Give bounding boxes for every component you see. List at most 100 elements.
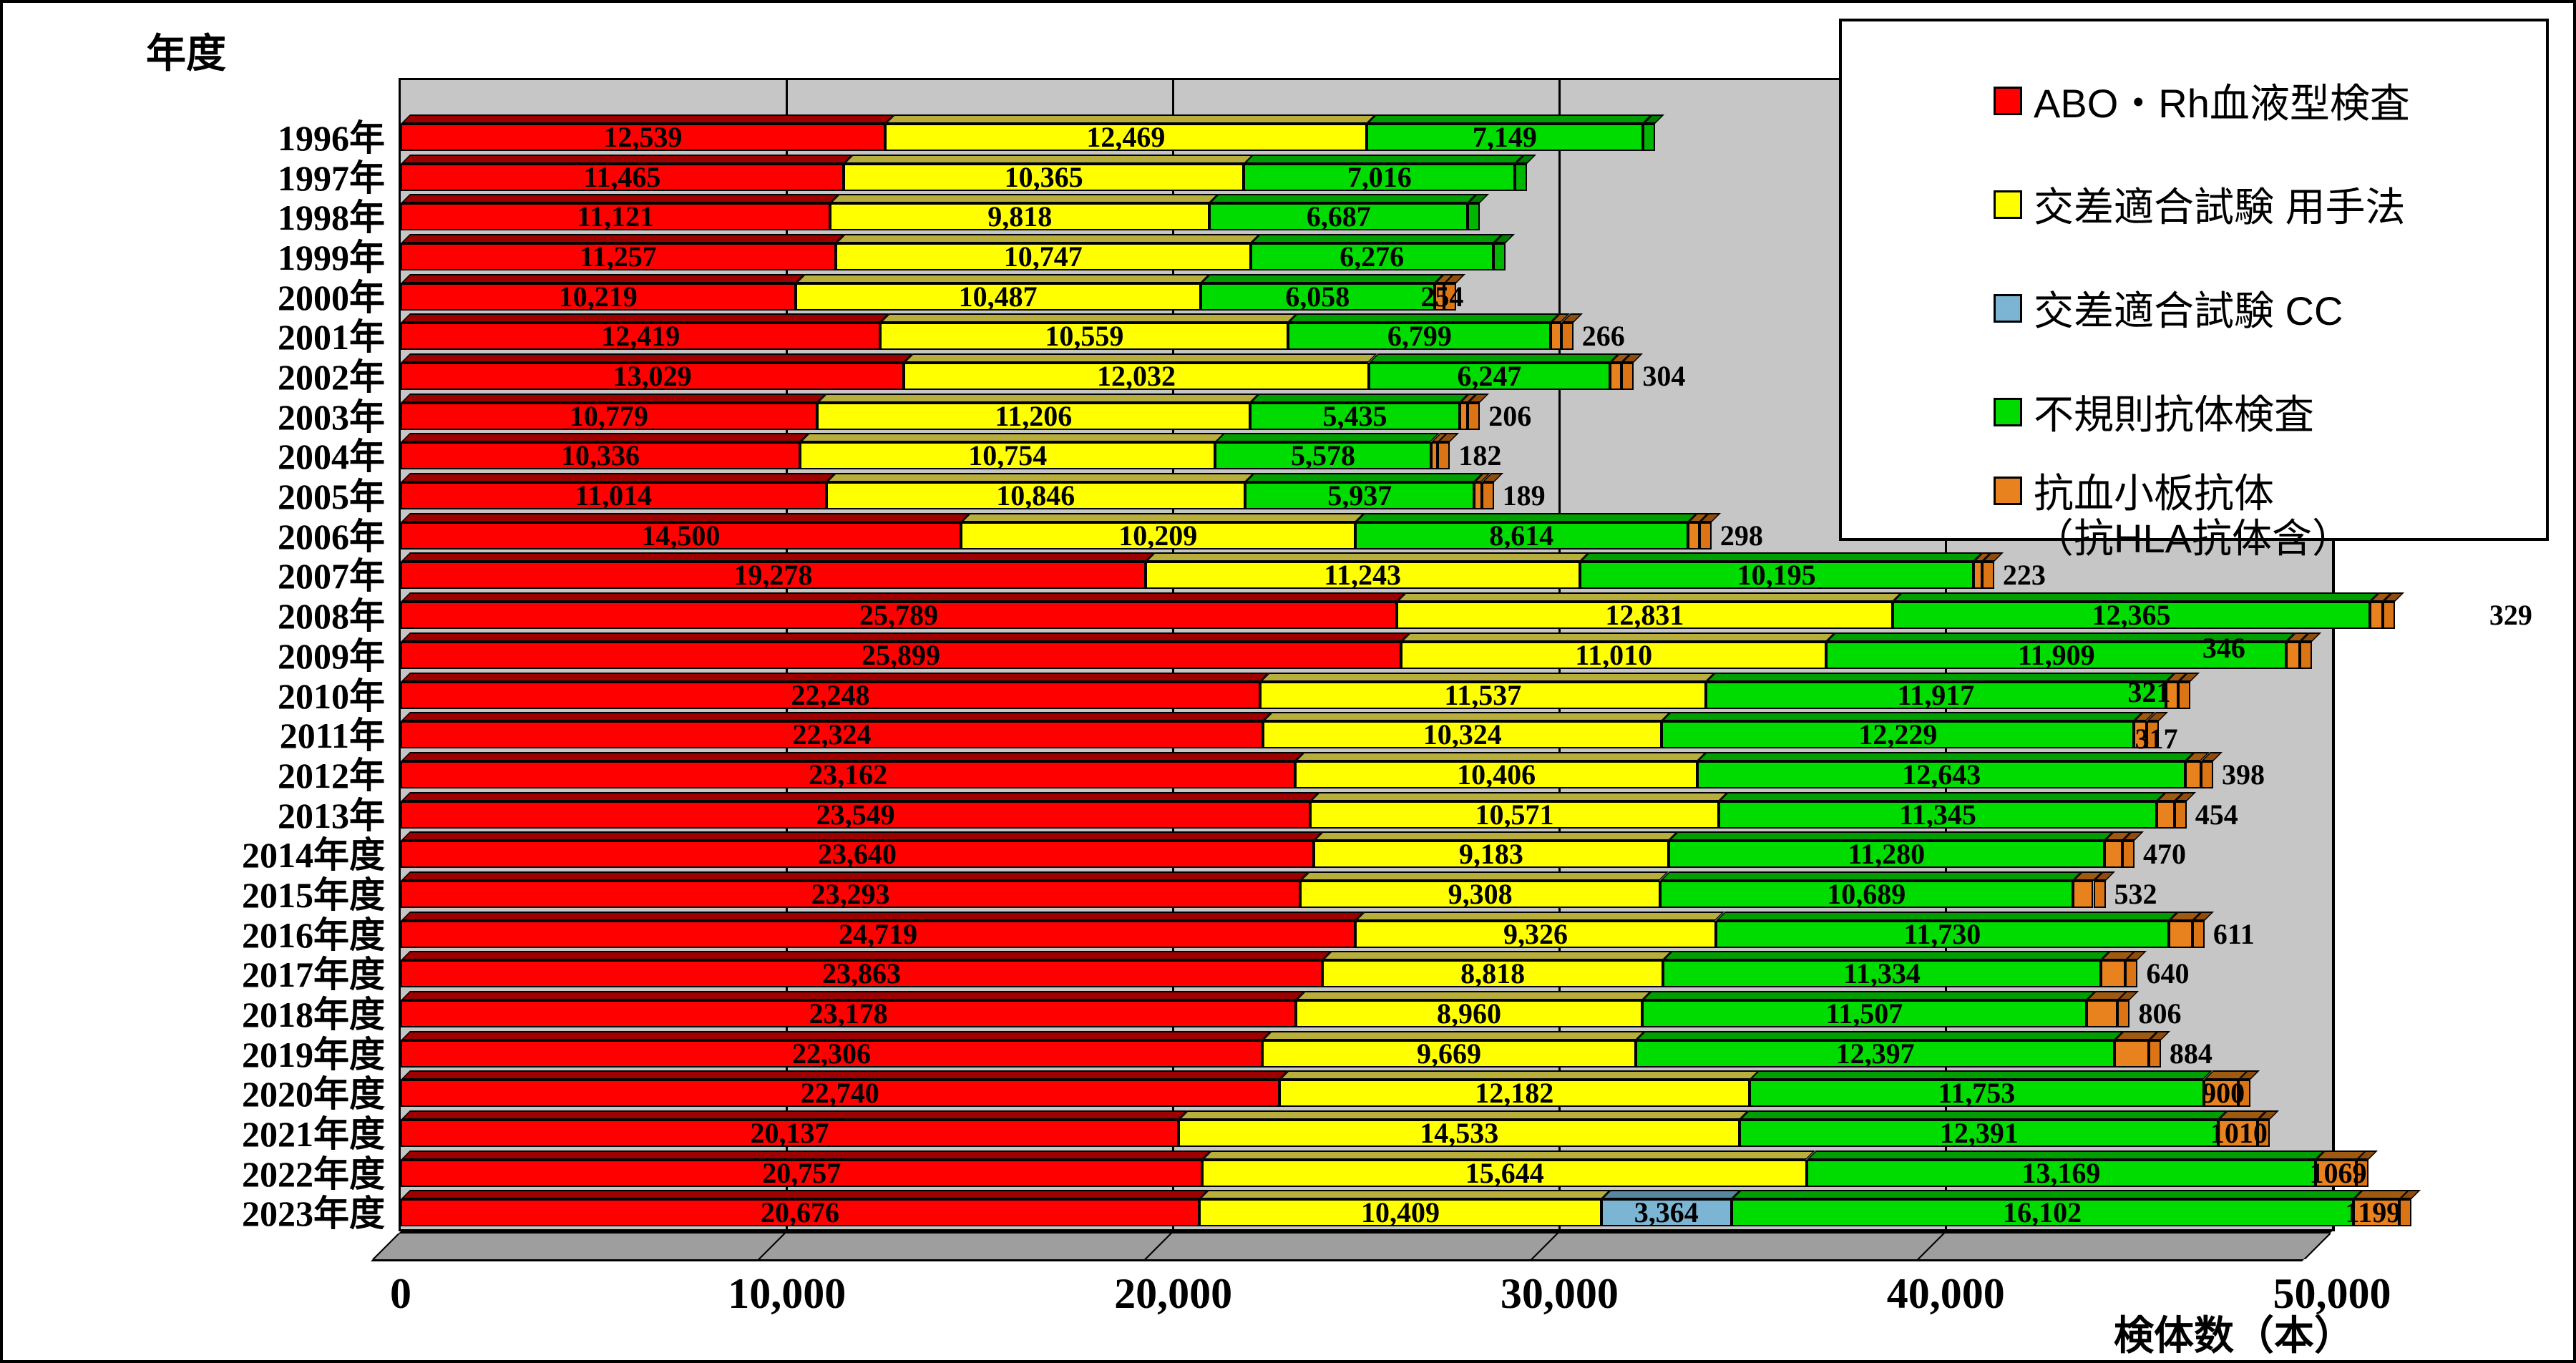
bar-segment-manual xyxy=(904,363,1369,391)
bar-value-label: 10,846 xyxy=(996,479,1075,512)
bar-value-label: 9,818 xyxy=(987,200,1053,233)
bar-segment-manual xyxy=(1397,602,1893,630)
bar-end-cap xyxy=(1642,124,1655,151)
bar-value-label: 12,643 xyxy=(1902,758,1981,791)
bar-value-label: 11,345 xyxy=(1899,798,1976,831)
y-axis-label: 2013年 xyxy=(278,795,385,836)
bar-segment-irregular xyxy=(1636,1040,2115,1068)
bar-segment-platelet xyxy=(2072,880,2094,908)
bar-segment-abo xyxy=(401,562,1146,590)
legend-swatch-cc xyxy=(1994,293,2022,323)
bar-end-cap xyxy=(2093,880,2106,908)
bar-value-label: 11,010 xyxy=(1575,638,1653,671)
y-axis-label: 2014年度 xyxy=(242,835,385,876)
bar-segment-abo xyxy=(401,1000,1297,1027)
bar-value-label: 11,537 xyxy=(1444,678,1522,711)
bar-end-cap xyxy=(1699,522,1712,549)
bar-value-label: 10,365 xyxy=(1004,160,1083,193)
bar-segment-platelet xyxy=(2203,1080,2239,1108)
bar-segment-manual xyxy=(795,283,1201,311)
bar-end-cap xyxy=(2257,1120,2270,1147)
bar-segment-irregular xyxy=(1245,482,1475,510)
bar-segment-abo xyxy=(401,841,1314,869)
y-axis-label: 2020年度 xyxy=(242,1074,385,1115)
bar-value-label: 23,640 xyxy=(818,838,897,871)
bar-value-label: 23,293 xyxy=(811,877,890,910)
bar-end-cap xyxy=(1438,442,1450,470)
bar-value-label: 10,219 xyxy=(558,280,638,313)
y-axis-label: 2000年 xyxy=(278,277,385,318)
y-axis-label: 2001年 xyxy=(278,317,385,358)
bar-segment-irregular xyxy=(1826,641,2287,669)
bar-value-label: 22,306 xyxy=(792,1037,872,1070)
bar-value-label: 10,754 xyxy=(968,439,1048,472)
legend-label: 抗血小板抗体 xyxy=(2034,471,2274,516)
bar-segment-abo xyxy=(401,442,800,470)
bar-segment-manual xyxy=(1310,801,1719,829)
bar-value-label: 14,500 xyxy=(641,519,721,552)
bar-segment-irregular xyxy=(1740,1120,2219,1147)
bar-segment-irregular xyxy=(1249,402,1460,430)
bar-value-label: 12,365 xyxy=(2092,599,2171,632)
y-axis-label: 2023年度 xyxy=(242,1193,385,1234)
bar-segment-irregular xyxy=(1718,801,2157,829)
bar-value-label-outside: 182 xyxy=(1458,439,1502,472)
bar-segment-irregular xyxy=(1200,283,1435,311)
y-axis-label: 1996年 xyxy=(278,118,385,158)
bar-segment-platelet xyxy=(2353,1199,2400,1227)
bar-value-label: 12,419 xyxy=(601,320,680,353)
bar-segment-irregular xyxy=(1215,442,1431,470)
y-axis-label: 2015年度 xyxy=(242,874,385,915)
bar-value-label: 10,409 xyxy=(1361,1196,1440,1229)
bar-segment-irregular xyxy=(1892,602,2371,630)
bar-end-cap xyxy=(2382,602,2395,630)
bar-segment-platelet xyxy=(2218,1120,2258,1147)
bar-value-label: 9,183 xyxy=(1458,838,1523,871)
bar-value-label: 23,863 xyxy=(822,957,902,990)
bar-value-label-outside: 1199 xyxy=(2345,1196,2401,1229)
bar-value-label: 11,243 xyxy=(1324,559,1401,592)
bar-segment-abo xyxy=(401,243,836,271)
bar-value-label-outside: 900 xyxy=(2202,1077,2245,1110)
bar-segment-irregular xyxy=(1250,243,1493,271)
bar-segment-platelet xyxy=(1430,442,1438,470)
bar-value-label: 12,539 xyxy=(603,121,683,153)
bar-segment-abo xyxy=(401,761,1296,788)
bar-segment-manual xyxy=(884,124,1367,151)
bar-segment-manual xyxy=(799,442,1216,470)
y-axis-label: 2010年 xyxy=(278,675,385,716)
bar-end-cap xyxy=(1515,163,1528,191)
y-axis-title: 年度 xyxy=(146,31,226,76)
bar-segment-irregular xyxy=(1366,124,1643,151)
bar-value-label: 6,058 xyxy=(1285,280,1350,313)
legend-label: 不規則抗体検査 xyxy=(2034,392,2314,437)
bar-segment-abo xyxy=(401,681,1260,709)
bar-value-label: 23,162 xyxy=(809,758,888,791)
bar-value-label: 22,324 xyxy=(792,718,872,751)
bar-segment-manual xyxy=(1322,960,1664,988)
x-axis-tick-label: 0 xyxy=(390,1270,411,1317)
bar-segment-manual xyxy=(830,203,1210,231)
bar-value-label: 25,789 xyxy=(859,599,939,632)
legend-label-line2: （抗HLA抗体含） xyxy=(2034,516,2352,561)
bar-value-label-outside: 454 xyxy=(2195,798,2238,831)
legend-label: 交差適合試験 用手法 xyxy=(2034,185,2406,230)
bar-segment-platelet xyxy=(1687,522,1699,549)
bar-value-label: 15,644 xyxy=(1465,1156,1544,1189)
legend: ABO・Rh血液型検査 交差適合試験 用手法 交差適合試験 CC 不規則抗体検査… xyxy=(1839,19,2549,561)
bar-segment-manual xyxy=(843,163,1244,191)
bar-end-cap xyxy=(2148,1040,2161,1068)
legend-swatch-abo xyxy=(1994,86,2022,115)
bar-value-label: 9,669 xyxy=(1417,1037,1482,1070)
bar-segment-irregular xyxy=(1579,562,1974,590)
bar-value-label: 10,779 xyxy=(569,399,648,432)
bar-segment-irregular xyxy=(1697,761,2186,788)
legend-item-crossmatch-cc: 交差適合試験 CC xyxy=(1994,279,2343,337)
x-axis-tick-label: 40,000 xyxy=(1886,1270,2005,1317)
bar-value-label: 6,247 xyxy=(1457,360,1522,393)
bar-value-label: 5,435 xyxy=(1322,399,1387,432)
y-axis-label: 1999年 xyxy=(278,238,385,278)
bar-value-label: 20,676 xyxy=(761,1196,840,1229)
bar-segment-manual xyxy=(816,402,1250,430)
bar-end-cap xyxy=(2122,841,2135,869)
